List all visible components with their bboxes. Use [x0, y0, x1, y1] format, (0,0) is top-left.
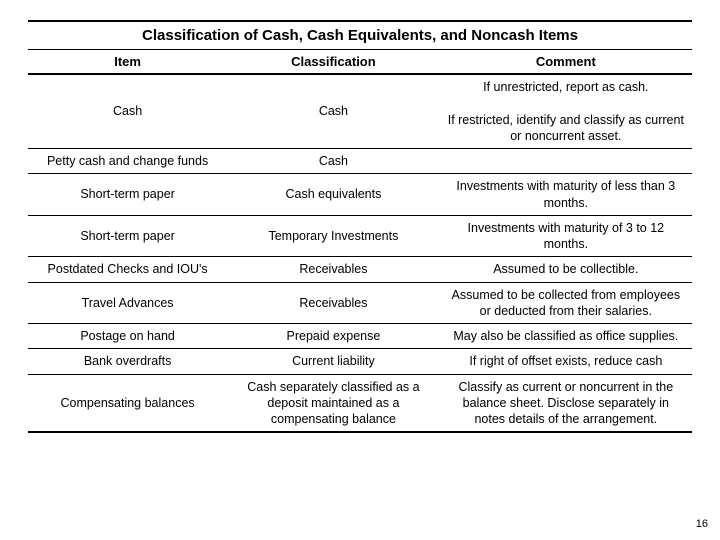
cell-comment: Assumed to be collected from employees o…: [440, 282, 692, 324]
cell-item: Short-term paper: [28, 215, 227, 257]
cell-classification: Temporary Investments: [227, 215, 439, 257]
table-header-row: Item Classification Comment: [28, 50, 692, 75]
header-item: Item: [28, 50, 227, 75]
cell-item: Postdated Checks and IOU's: [28, 257, 227, 282]
cell-item: Cash: [28, 74, 227, 149]
cell-comment: May also be classified as office supplie…: [440, 324, 692, 349]
cell-classification: Receivables: [227, 282, 439, 324]
cell-item: Petty cash and change funds: [28, 149, 227, 174]
table-row: Postage on hand Prepaid expense May also…: [28, 324, 692, 349]
table-row: Travel Advances Receivables Assumed to b…: [28, 282, 692, 324]
table-row: Compensating balances Cash separately cl…: [28, 374, 692, 432]
cell-classification: Cash: [227, 149, 439, 174]
table-body: Cash Cash If unrestricted, report as cas…: [28, 74, 692, 432]
cell-classification: Cash equivalents: [227, 174, 439, 216]
cell-item: Postage on hand: [28, 324, 227, 349]
table-row: Postdated Checks and IOU's Receivables A…: [28, 257, 692, 282]
cell-classification: Current liability: [227, 349, 439, 374]
cell-comment: Investments with maturity of 3 to 12 mon…: [440, 215, 692, 257]
cell-comment: Classify as current or noncurrent in the…: [440, 374, 692, 432]
cell-classification: Prepaid expense: [227, 324, 439, 349]
cell-item: Bank overdrafts: [28, 349, 227, 374]
cell-classification: Cash separately classified as a deposit …: [227, 374, 439, 432]
table-title-row: Classification of Cash, Cash Equivalents…: [28, 21, 692, 50]
table-row: Short-term paper Cash equivalents Invest…: [28, 174, 692, 216]
table-row: Cash Cash If unrestricted, report as cas…: [28, 74, 692, 149]
cell-comment: If right of offset exists, reduce cash: [440, 349, 692, 374]
table-row: Bank overdrafts Current liability If rig…: [28, 349, 692, 374]
cell-classification: Receivables: [227, 257, 439, 282]
cell-item: Short-term paper: [28, 174, 227, 216]
header-comment: Comment: [440, 50, 692, 75]
header-classification: Classification: [227, 50, 439, 75]
cell-comment: Assumed to be collectible.: [440, 257, 692, 282]
table-title: Classification of Cash, Cash Equivalents…: [28, 21, 692, 50]
cell-classification: Cash: [227, 74, 439, 149]
table-row: Petty cash and change funds Cash: [28, 149, 692, 174]
page-number: 16: [696, 518, 708, 530]
classification-table: Classification of Cash, Cash Equivalents…: [28, 20, 692, 433]
cell-item: Travel Advances: [28, 282, 227, 324]
cell-comment: If unrestricted, report as cash. If rest…: [440, 74, 692, 149]
table-row: Short-term paper Temporary Investments I…: [28, 215, 692, 257]
cell-comment: Investments with maturity of less than 3…: [440, 174, 692, 216]
cell-comment: [440, 149, 692, 174]
cell-item: Compensating balances: [28, 374, 227, 432]
